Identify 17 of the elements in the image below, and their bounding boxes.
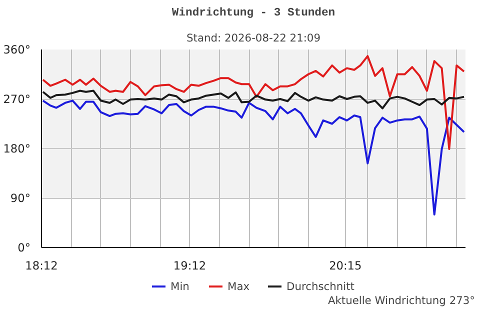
line-series (42, 90, 466, 110)
y-tick-label: 0° (18, 240, 31, 254)
y-tick-label: 270° (3, 92, 31, 106)
x-tick-label: 19:12 (173, 258, 206, 272)
legend-label: Min (170, 280, 190, 292)
text: Aktuelle Windrichtung 273° (328, 293, 475, 308)
y-tick-label: 360° (3, 42, 31, 56)
y-tick-label: 90° (10, 191, 31, 205)
legend-label: Durchschnitt (286, 280, 354, 292)
chart-title: Windrichtung - 3 Stunden (172, 6, 336, 20)
line-series (42, 55, 466, 150)
legend-label: Max (228, 280, 250, 292)
chart-subtitle: Stand: 2026-08-22 21:09 (186, 32, 321, 44)
line-series (42, 100, 466, 216)
y-tick-label: 180° (3, 142, 31, 156)
x-tick-label: 18:12 (25, 258, 58, 272)
x-tick-label: 20:15 (329, 258, 362, 272)
